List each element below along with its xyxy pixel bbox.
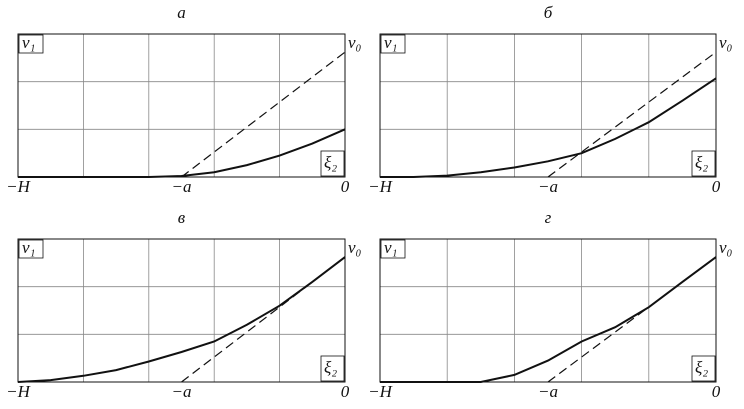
x-tick-label: −a xyxy=(538,177,558,196)
curve xyxy=(18,128,346,178)
x-axis-label: ξ₂ xyxy=(695,358,708,377)
x-tick-label: −a xyxy=(172,177,192,196)
curve xyxy=(17,256,346,383)
x-tick-label: −a xyxy=(172,382,192,401)
x-tick-label: 0 xyxy=(341,177,350,196)
curve xyxy=(380,77,717,178)
annotation: v₀ xyxy=(719,238,733,257)
x-label-box xyxy=(691,355,716,382)
asymptote-line xyxy=(181,256,346,383)
asymptote-line xyxy=(181,51,346,178)
annotation: v₀ xyxy=(348,33,362,52)
annotation: v₀ xyxy=(348,238,362,257)
x-axis-label: ξ₂ xyxy=(324,153,337,172)
y-label-box xyxy=(380,239,406,259)
panel-title: б xyxy=(544,3,553,22)
asymptote-line xyxy=(547,256,717,383)
y-axis-label: v₁ xyxy=(22,33,35,52)
x-label-box xyxy=(320,355,345,382)
y-axis-label: v₁ xyxy=(22,238,35,257)
y-label-box xyxy=(18,239,44,259)
y-axis-label: v₁ xyxy=(384,238,397,257)
x-label-box xyxy=(320,150,345,177)
x-tick-label: −H xyxy=(6,177,31,196)
asymptote-line xyxy=(547,51,717,178)
x-tick-label: 0 xyxy=(341,382,350,401)
y-label-box xyxy=(380,34,406,54)
y-label-box xyxy=(18,34,44,54)
annotation: v₀ xyxy=(719,33,733,52)
x-tick-label: 0 xyxy=(712,177,721,196)
plot-frame xyxy=(17,238,346,383)
plot-frame xyxy=(379,33,717,178)
panel-title: г xyxy=(545,208,552,227)
x-tick-label: −H xyxy=(6,382,31,401)
x-label-box xyxy=(691,150,716,177)
x-tick-label: 0 xyxy=(712,382,721,401)
curve xyxy=(380,256,717,383)
x-tick-label: −H xyxy=(368,382,393,401)
panel-title: а xyxy=(177,3,186,22)
x-tick-label: −a xyxy=(538,382,558,401)
y-axis-label: v₁ xyxy=(384,33,397,52)
x-tick-label: −H xyxy=(368,177,393,196)
x-axis-label: ξ₂ xyxy=(695,153,708,172)
x-axis-label: ξ₂ xyxy=(324,358,337,377)
panel-title: в xyxy=(178,208,186,227)
plot-frame xyxy=(17,33,346,178)
